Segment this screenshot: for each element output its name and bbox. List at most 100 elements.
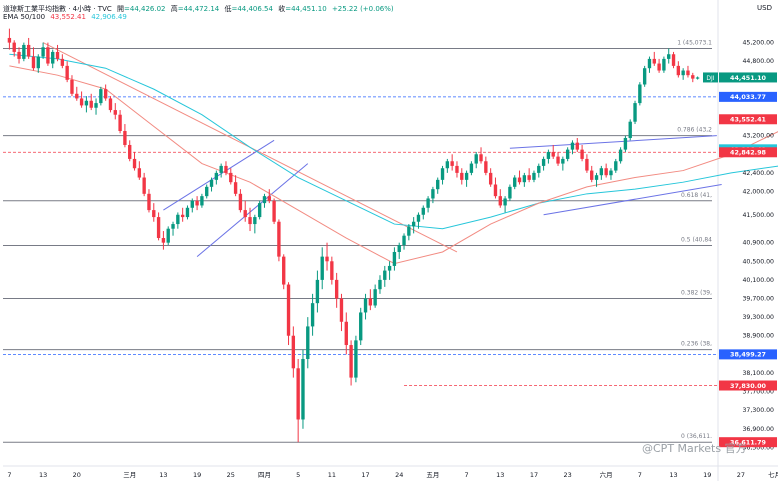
- time-tick-label: 11: [328, 471, 336, 479]
- candle-body: [594, 175, 599, 180]
- open-label: 開: [117, 5, 124, 13]
- candle-body: [460, 172, 464, 180]
- candle-body: [166, 228, 170, 243]
- price-tick-label: 37,300.00: [743, 407, 775, 414]
- candle-body: [623, 137, 628, 150]
- candle-body: [238, 193, 243, 211]
- candle-body: [628, 121, 632, 138]
- candle-body: [378, 279, 382, 290]
- change-value: +25.22 (+0.06%): [331, 5, 394, 13]
- candle-body: [590, 170, 594, 180]
- candle-body: [296, 368, 300, 420]
- price-tag-box: [719, 380, 777, 391]
- candle-body: [334, 279, 339, 299]
- time-tick-label: 13: [39, 471, 47, 479]
- currency-label[interactable]: USD: [757, 4, 772, 12]
- candle-body: [537, 165, 541, 173]
- price-tag-box: [719, 91, 777, 102]
- candle-body: [55, 51, 60, 59]
- trend-line: [196, 163, 309, 258]
- candle-body: [99, 89, 103, 104]
- symbol-title[interactable]: 道琼斯工業平均指數 · 4小時 · TVC: [3, 5, 112, 13]
- candle-body: [306, 326, 310, 359]
- candle-body: [147, 193, 151, 211]
- chart-grid: [3, 0, 778, 481]
- candle-body: [75, 93, 79, 99]
- time-axis[interactable]: 7 13 20 三月 13 19 25 四月 5 11 17 24 五月 7 13 17 23 六月 7 13 19 27…: [7, 470, 778, 479]
- candle-body: [219, 165, 223, 173]
- price-tag-label: 43,552.41: [730, 116, 766, 124]
- price-tag-label: 42,842.98: [730, 149, 767, 157]
- candle-body: [493, 184, 498, 197]
- price-tick-label: 43,200.00: [743, 133, 775, 140]
- candle-body: [171, 224, 175, 229]
- time-tick-label: 19: [193, 471, 201, 479]
- trend-line: [163, 139, 275, 211]
- candle-body: [123, 131, 127, 145]
- candle-body: [195, 200, 199, 206]
- candle-body: [301, 358, 305, 420]
- candle-body: [128, 144, 132, 159]
- candle-body: [142, 177, 146, 194]
- candle-body: [373, 289, 377, 306]
- candle-body: [585, 158, 589, 171]
- candle-body: [310, 303, 315, 327]
- candle-body: [79, 98, 84, 106]
- candle-body: [508, 186, 512, 199]
- candle-body: [436, 179, 440, 190]
- time-tick-label: 20: [73, 471, 81, 479]
- candle-body: [570, 142, 575, 150]
- ema-legend[interactable]: EMA 50/100 43,552.41 42,906.49: [3, 13, 130, 21]
- candle-body: [103, 89, 108, 99]
- ema-label: EMA 50/100: [3, 13, 46, 21]
- candle-body: [522, 175, 527, 183]
- candle-body: [272, 200, 276, 222]
- fib-label: 0.5 (40,84: [681, 236, 712, 243]
- candle-body: [484, 161, 488, 173]
- time-tick-label: 13: [669, 471, 677, 479]
- candle-body: [426, 198, 430, 208]
- candle-body: [546, 151, 551, 159]
- time-tick-label: 23: [564, 471, 572, 479]
- candle-body: [344, 321, 348, 346]
- candle-body: [474, 154, 478, 164]
- candle-body: [618, 149, 623, 162]
- time-tick-label: 17: [530, 471, 538, 479]
- candle-body: [551, 151, 555, 157]
- candle-body: [676, 65, 681, 76]
- candle-body: [604, 168, 608, 176]
- candle-body: [527, 175, 531, 180]
- candle-body: [638, 84, 642, 104]
- price-tag-prefix: DJI: [706, 75, 714, 82]
- watermark: @CPT Markets 官方: [642, 442, 747, 455]
- time-tick-label: 5: [296, 471, 300, 479]
- candle-body: [161, 238, 166, 243]
- candle-body: [339, 298, 344, 322]
- candle-body: [94, 103, 98, 108]
- candle-body: [565, 149, 570, 159]
- price-tick-label: 40,900.00: [743, 240, 775, 247]
- candle-body: [614, 161, 618, 171]
- time-tick-label: 17: [361, 471, 369, 479]
- candle-body: [185, 207, 190, 218]
- candle-body: [657, 63, 661, 71]
- candle-body: [681, 70, 685, 76]
- candle-body: [652, 58, 656, 64]
- high-value: =44,472.14: [177, 5, 220, 13]
- candle-body: [70, 79, 74, 94]
- horizontal-lines: [3, 96, 718, 386]
- time-tick-label: 五月: [426, 471, 439, 479]
- candle-body: [517, 177, 522, 183]
- candle-body: [137, 168, 142, 178]
- candle-body: [532, 172, 536, 180]
- candle-body: [479, 154, 483, 162]
- fibonacci-levels: 1 (45,073.1 0.786 (43,2 0.618 (41, 0.5 (40,…: [3, 40, 712, 443]
- candle-body: [561, 158, 565, 164]
- candle-body: [469, 163, 474, 173]
- price-tag-label: 37,830.00: [730, 382, 767, 390]
- candle-body: [286, 284, 291, 336]
- fib-label: 1 (45,073.1: [677, 40, 712, 47]
- candle-body: [411, 221, 416, 227]
- price-tick-label: 41,500.00: [743, 212, 775, 219]
